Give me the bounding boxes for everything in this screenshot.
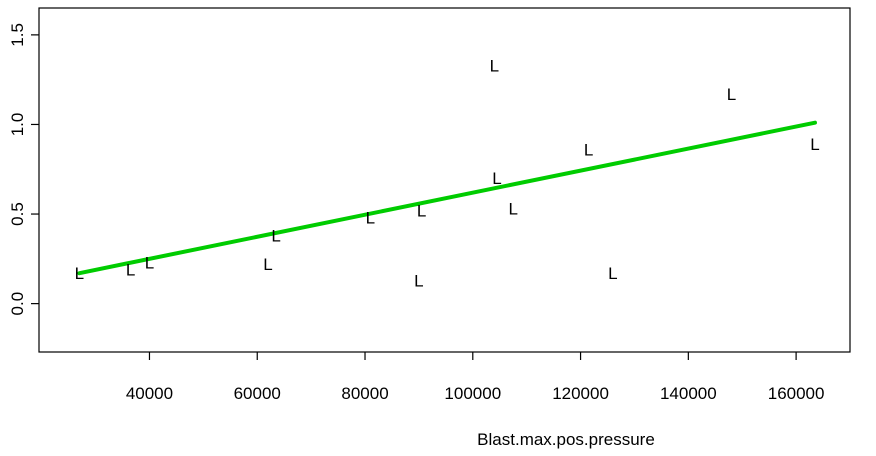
- x-tick-label: 160000: [768, 384, 825, 403]
- x-tick-label: 60000: [234, 384, 281, 403]
- x-tick-label: 80000: [341, 384, 388, 403]
- y-tick-label: 1.0: [8, 113, 27, 137]
- x-tick-label: 100000: [444, 384, 501, 403]
- x-tick-label: 140000: [660, 384, 717, 403]
- x-tick-label: 120000: [552, 384, 609, 403]
- data-point: L: [271, 227, 280, 246]
- data-point: L: [508, 200, 517, 219]
- data-point: L: [492, 169, 501, 188]
- x-axis: 40000 60000 80000 100000 120000 140000 160000: [126, 352, 825, 403]
- data-point: L: [145, 253, 154, 272]
- data-point: L: [263, 255, 272, 274]
- x-tick-label: 40000: [126, 384, 173, 403]
- y-tick-label: 1.5: [8, 23, 27, 47]
- data-point: L: [608, 264, 617, 283]
- data-point: L: [490, 56, 499, 75]
- data-point: L: [126, 261, 135, 280]
- data-point: L: [584, 141, 593, 160]
- data-point: L: [810, 135, 819, 154]
- y-tick-label: 0.0: [8, 292, 27, 316]
- y-axis: 0.0 0.5 1.0 1.5: [8, 23, 39, 315]
- x-axis-label: Blast.max.pos.pressure: [477, 430, 655, 449]
- data-point: L: [366, 209, 375, 228]
- plot-frame: [38, 7, 851, 353]
- regression-line: [77, 120, 817, 276]
- data-point: L: [727, 85, 736, 104]
- fit-line-group: [77, 120, 817, 276]
- data-point: L: [414, 271, 423, 290]
- data-point: L: [417, 201, 426, 220]
- y-tick-label: 0.5: [8, 202, 27, 226]
- data-point: L: [75, 264, 84, 283]
